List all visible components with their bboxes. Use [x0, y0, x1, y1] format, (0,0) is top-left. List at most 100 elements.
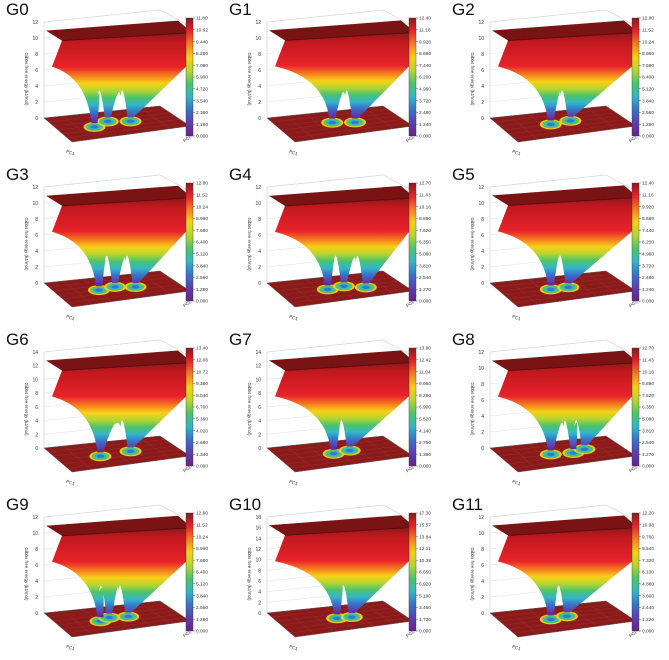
chart-panel-g2: G2 0 2 4 6 8 10 12 Gibbs free energy (kJ/mol) PC1…	[446, 0, 669, 165]
y-axis-label: PC2	[405, 299, 415, 308]
surface-walls	[52, 362, 192, 453]
colorbar	[631, 17, 640, 137]
floor-grid-line	[290, 617, 409, 634]
z-axis-label: Gibbs free energy (kJ/mol)	[24, 217, 29, 271]
z-tick-label: 8	[258, 568, 261, 574]
x-axis-label: PC1	[512, 479, 522, 487]
colorbar-tick-label: 7.620	[642, 393, 654, 399]
axis-box-edge	[605, 174, 637, 192]
z-tick-label: 6	[258, 233, 261, 239]
contour-basin	[547, 617, 555, 622]
colorbar-tick-label: 2.560	[196, 605, 208, 611]
z-tick-label: 14	[255, 350, 261, 356]
colorbar-tick-label: 11.16	[642, 193, 654, 199]
surface-edge	[61, 527, 193, 537]
colorbar-tick-label: 1.180	[196, 122, 208, 128]
z-tick-label: 2	[481, 265, 484, 271]
floor-grid-line	[513, 452, 632, 469]
z-tick-label: 10	[32, 201, 38, 207]
z-axis-label: Gibbs free energy (kJ/mol)	[24, 382, 29, 436]
z-tick-label: 0	[258, 446, 261, 452]
panel-label: G1	[229, 0, 252, 19]
contour-basin	[547, 452, 555, 457]
colorbar-tick-label: 11.16	[419, 28, 431, 34]
surface-edge	[507, 196, 639, 206]
colorbar-tick-label: 0.000	[642, 134, 654, 140]
colorbar-tick-label: 12.70	[642, 346, 654, 352]
axis-box-edge	[382, 174, 414, 192]
x-axis-label: PC1	[512, 314, 522, 322]
z-tick-label: 10	[255, 558, 261, 564]
z-tick-label: 4	[258, 590, 261, 596]
colorbar-tick-label: 1.270	[642, 452, 654, 458]
z-tick-label: 6	[35, 563, 38, 569]
colorbar-tick-label: 5.900	[196, 75, 208, 81]
z-tick-label: 0	[35, 116, 38, 122]
z-axis-label: Gibbs free energy (kJ/mol)	[24, 52, 29, 106]
colorbar-tick-label: 12.40	[419, 16, 431, 22]
z-axis-label: Gibbs free energy (kJ/mol)	[470, 547, 475, 601]
grid-line	[266, 504, 384, 518]
colorbar-tick-label: 0.000	[196, 299, 208, 305]
chart-panel-g1: G1 0 2 4 6 8 10 12 Gibbs free energy (kJ/mol) PC1…	[223, 0, 446, 165]
colorbar-tick-label: 0.000	[196, 134, 208, 140]
y-axis-label: PC2	[405, 134, 415, 143]
colorbar-tick-label: 5.120	[642, 87, 654, 93]
colorbar-tick-label: 8.040	[196, 393, 208, 399]
axis-box-edge	[605, 504, 637, 522]
z-tick-label: 8	[35, 217, 38, 223]
surface-walls	[52, 32, 192, 123]
colorbar-tick-label: 1.240	[419, 122, 431, 128]
y-axis-label: PC2	[182, 134, 192, 143]
contour-basin	[95, 288, 103, 292]
contour-basin	[90, 125, 99, 129]
x-axis-label: PC1	[512, 149, 522, 157]
surface-walls	[498, 362, 638, 451]
colorbar-tick-label: 2.480	[642, 275, 654, 281]
surface-edge	[284, 197, 416, 207]
z-tick-label: 4	[481, 414, 484, 420]
z-tick-label: 2	[481, 595, 484, 601]
z-tick-label: 4	[481, 249, 484, 255]
contour-basin	[324, 287, 332, 292]
z-tick-label: 2	[258, 600, 261, 606]
colorbar-tick-label: 8.960	[196, 216, 208, 222]
z-tick-label: 14	[32, 350, 38, 356]
colorbar	[631, 512, 640, 632]
colorbar-tick-label: 9.660	[419, 381, 431, 387]
colorbar-tick-label: 8.540	[642, 546, 654, 552]
surface-edge	[507, 362, 639, 372]
z-tick-label: 10	[478, 36, 484, 42]
colorbar	[408, 512, 417, 632]
colorbar-tick-label: 8.890	[419, 216, 431, 222]
colorbar-tick-label: 9.440	[196, 39, 208, 45]
grid-line	[43, 339, 161, 353]
floor-grid-line	[290, 122, 409, 139]
y-axis-label: PC2	[628, 464, 638, 473]
colorbar-tick-label: 10.72	[196, 369, 208, 375]
surface-edge	[284, 361, 416, 371]
z-tick-label: 12	[32, 20, 38, 26]
panel-label: G3	[6, 165, 29, 184]
z-tick-label: 6	[35, 68, 38, 74]
x-axis-label: PC1	[512, 644, 522, 652]
z-tick-label: 12	[478, 185, 484, 191]
surface-top-plane	[492, 20, 638, 41]
colorbar-tick-label: 4.720	[196, 87, 208, 93]
colorbar-tick-label: 0.000	[642, 299, 654, 305]
z-tick-label: 4	[35, 419, 38, 425]
contour-basin	[96, 454, 105, 458]
colorbar-tick-label: 1.270	[419, 287, 431, 293]
colorbar-tick-label: 6.900	[419, 405, 431, 411]
colorbar-tick-label: 7.080	[196, 63, 208, 69]
colorbar-tick-label: 10.38	[419, 558, 431, 564]
z-axis-label: Gibbs free energy (kJ/mol)	[470, 217, 475, 271]
colorbar-tick-label: 8.680	[642, 216, 654, 222]
colorbar-tick-label: 0.000	[419, 464, 431, 470]
z-tick-label: 4	[258, 419, 261, 425]
chart-panel-g11: G11 0 2 4 6 8 10 12 Gibbs free energy (kJ/mol) PC…	[446, 495, 669, 660]
surface-top-plane	[492, 185, 638, 206]
colorbar-tick-label: 2.560	[642, 110, 654, 116]
colorbar-tick-label: 2.360	[196, 110, 208, 116]
colorbar-tick-label: 0.000	[419, 629, 431, 635]
